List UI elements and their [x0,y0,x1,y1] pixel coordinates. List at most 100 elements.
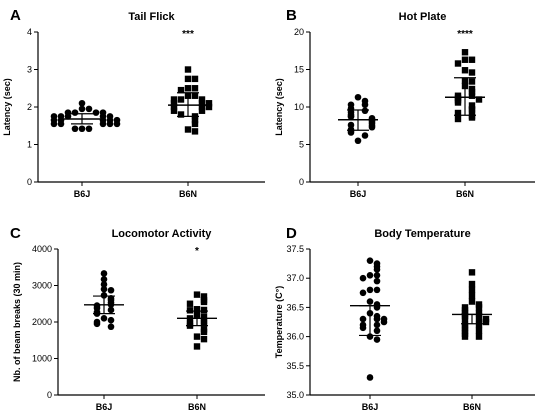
panel-d-point-b6n [475,310,483,317]
panel-d-point-b6j [373,327,381,335]
panel-d-point-b6j [366,374,374,381]
panel-a-point-b6n [191,120,199,128]
panel-c-point-b6j [100,281,108,288]
panel-a-point-b6n [191,128,199,135]
panel-b-point-b6n [461,56,469,63]
panel-a-point-b6n [177,111,185,118]
panel-d-title: Body Temperature [374,228,470,240]
panel-b-point-b6n [468,106,476,114]
panel-a-y-tick-label: 0 [27,177,32,187]
panel-b-point-b6n [461,49,469,56]
panel-d-y-tick-label: 35.0 [286,390,304,400]
panel-c-point-b6n [200,319,208,327]
panel-b-point-b6j [361,132,369,139]
panel-d-point-b6n [461,333,469,340]
panel-b-point-b6n [468,88,476,96]
panel-a-point-b6j [92,109,100,116]
panel-b-y-axis-title: Latency (sec) [274,78,284,136]
panel-d-point-b6j [366,298,374,305]
panel-c-point-b6n [193,291,201,298]
panel-a-title: Tail Flick [128,11,175,23]
panel-d-point-b6n [475,327,483,334]
panel-b-significance-label: **** [457,29,473,40]
panel-a-y-tick-label: 3 [27,65,32,75]
panel-b-point-b6n [468,102,476,109]
panel-b-y-tick-label: 20 [294,27,304,37]
panel-d-point-b6j [373,286,381,294]
panel-b-point-b6j [347,129,355,136]
panel-d-point-b6n [468,292,476,299]
panel-d-point-b6j [366,271,374,279]
panel-a-point-b6j [99,120,107,128]
panel-b-point-b6j [347,113,355,121]
panel-c-y-axis-title: Nb. of beam breaks (30 min) [12,262,22,382]
panel-a-point-b6n [191,92,199,99]
panel-d-point-b6j [373,315,381,323]
panel-a-point-b6j [64,113,72,120]
panel-c-y-tick-label: 1000 [32,354,52,364]
panel-a-point-b6n [170,100,178,107]
panel-d-x-tick-label: B6J [362,402,379,412]
panel-d-point-b6j [359,315,367,323]
panel-c-y-tick-label: 3000 [32,281,52,291]
panel-d-letter: D [286,225,297,242]
panel-d-point-b6n [475,304,483,311]
panel-d-y-tick-label: 37.5 [286,244,304,254]
panel-d-point-b6n [475,315,483,323]
panel-d-point-b6j [366,286,374,294]
panel-d-point-b6n [468,298,476,305]
panel-b-point-b6j [361,107,369,115]
panel-a-point-b6n [177,96,185,103]
panel-d-point-b6j [373,321,381,329]
panel-b-y-tick-label: 10 [294,102,304,112]
panel-d-point-b6j [373,266,381,273]
panel-d-x-tick-label: B6N [463,402,481,412]
panel-c-point-b6n [186,300,194,307]
panel-c-point-b6j [100,315,108,322]
panel-d-point-b6j [359,274,367,282]
panel-d-point-b6n [468,269,476,276]
panel-b-point-b6j [354,93,362,101]
panel-c-point-b6j [100,270,108,277]
panel-d-point-b6n [475,321,483,329]
panel-a-point-b6j [71,109,79,116]
panel-c-point-b6n [200,293,208,300]
panel-a-point-b6j [85,105,93,113]
panel-a-point-b6n [191,85,199,92]
panel-a-significance-label: *** [182,29,194,40]
panel-a-point-b6n [170,96,178,103]
panel-a-point-b6n [205,103,213,111]
panel-b-point-b6n [468,92,476,99]
panel-c-y-tick-label: 0 [47,390,52,400]
panel-b-title: Hot Plate [399,11,447,23]
panel-d-point-b6j [366,257,374,264]
panel-c-point-b6j [107,323,115,331]
panel-c-point-b6n [200,306,208,314]
panel-d-point-b6j [373,277,381,285]
panel-b-point-b6n [468,56,476,63]
panel-c-x-tick-label: B6N [188,402,206,412]
panel-c-y-tick-label: 2000 [32,317,52,327]
panel-c-point-b6n [200,328,208,336]
panel-b-point-b6j [368,123,376,131]
panel-c-significance-label: * [195,246,199,257]
panel-c-letter: C [10,225,21,242]
panel-a-point-b6n [184,126,192,133]
panel-c-y-tick-label: 4000 [32,244,52,254]
panel-d-point-b6n [468,286,476,294]
panel-d-point-b6n [461,315,469,323]
panel-b-point-b6n [468,114,476,121]
panel-a-letter: A [10,7,21,24]
panel-c-point-b6n [200,298,208,306]
panel-d-point-b6j [373,336,381,343]
panel-a-point-b6j [57,120,65,128]
panel-b-point-b6n [454,99,462,106]
panel-b-y-tick-label: 5 [299,140,304,150]
panel-a-y-tick-label: 2 [27,102,32,112]
panel-c-point-b6n [193,306,201,313]
panel-d-point-b6j [380,318,388,326]
panel-a-point-b6n [198,100,206,107]
panel-d-point-b6j [359,289,367,297]
panel-b-point-b6j [354,137,362,145]
